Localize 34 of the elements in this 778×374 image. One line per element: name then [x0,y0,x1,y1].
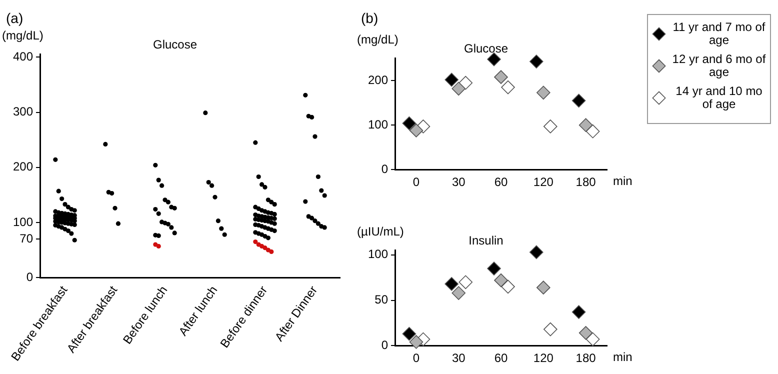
y-tick-label: 200 [368,72,388,87]
y-tick-label: 50 [374,292,388,307]
x-tick-label: 30 [452,351,466,366]
chart-title: Glucose [152,38,198,52]
x-tick-label: 120 [533,351,554,366]
y-tick-label: 0 [26,270,34,284]
legend-label: 12 yr and 6 mo of age [672,52,766,79]
y-tick-label: 0 [381,162,388,176]
chart-title: Insulin [468,234,504,248]
y-tick-label: 70 [20,231,34,246]
y-tick-label: 200 [12,160,34,174]
y-tick-label: 100 [12,214,34,229]
x-tick-label: 120 [533,175,554,190]
y-tick-label: 300 [12,104,34,119]
y-tick-label: 100 [368,247,388,262]
x-tick-label: 0 [412,175,420,190]
x-tick-label: 60 [494,175,508,190]
text: (a) [6,10,24,26]
x-tick-label: 30 [452,175,466,190]
y-tick-label: 100 [368,117,388,132]
x-axis-title: min [613,350,632,364]
text: (b) [361,10,378,26]
legend-label: 14 yr and 10 mo of age [674,84,764,111]
x-tick-label: 180 [576,351,596,366]
chart-title: Glucose [464,42,508,56]
x-axis-title: min [613,174,632,188]
y-axis-title: (mg/dL) [357,32,398,47]
y-axis-title: (mg/dL) [2,28,44,43]
y-tick-label: 400 [12,49,34,64]
legend-label: 11 yr and 7 mo of age [672,20,766,47]
x-tick-label: 60 [494,351,508,366]
x-tick-label: 0 [412,351,420,366]
y-axis-title: (µIU/mL) [357,224,404,239]
x-tick-label: 180 [576,175,596,190]
